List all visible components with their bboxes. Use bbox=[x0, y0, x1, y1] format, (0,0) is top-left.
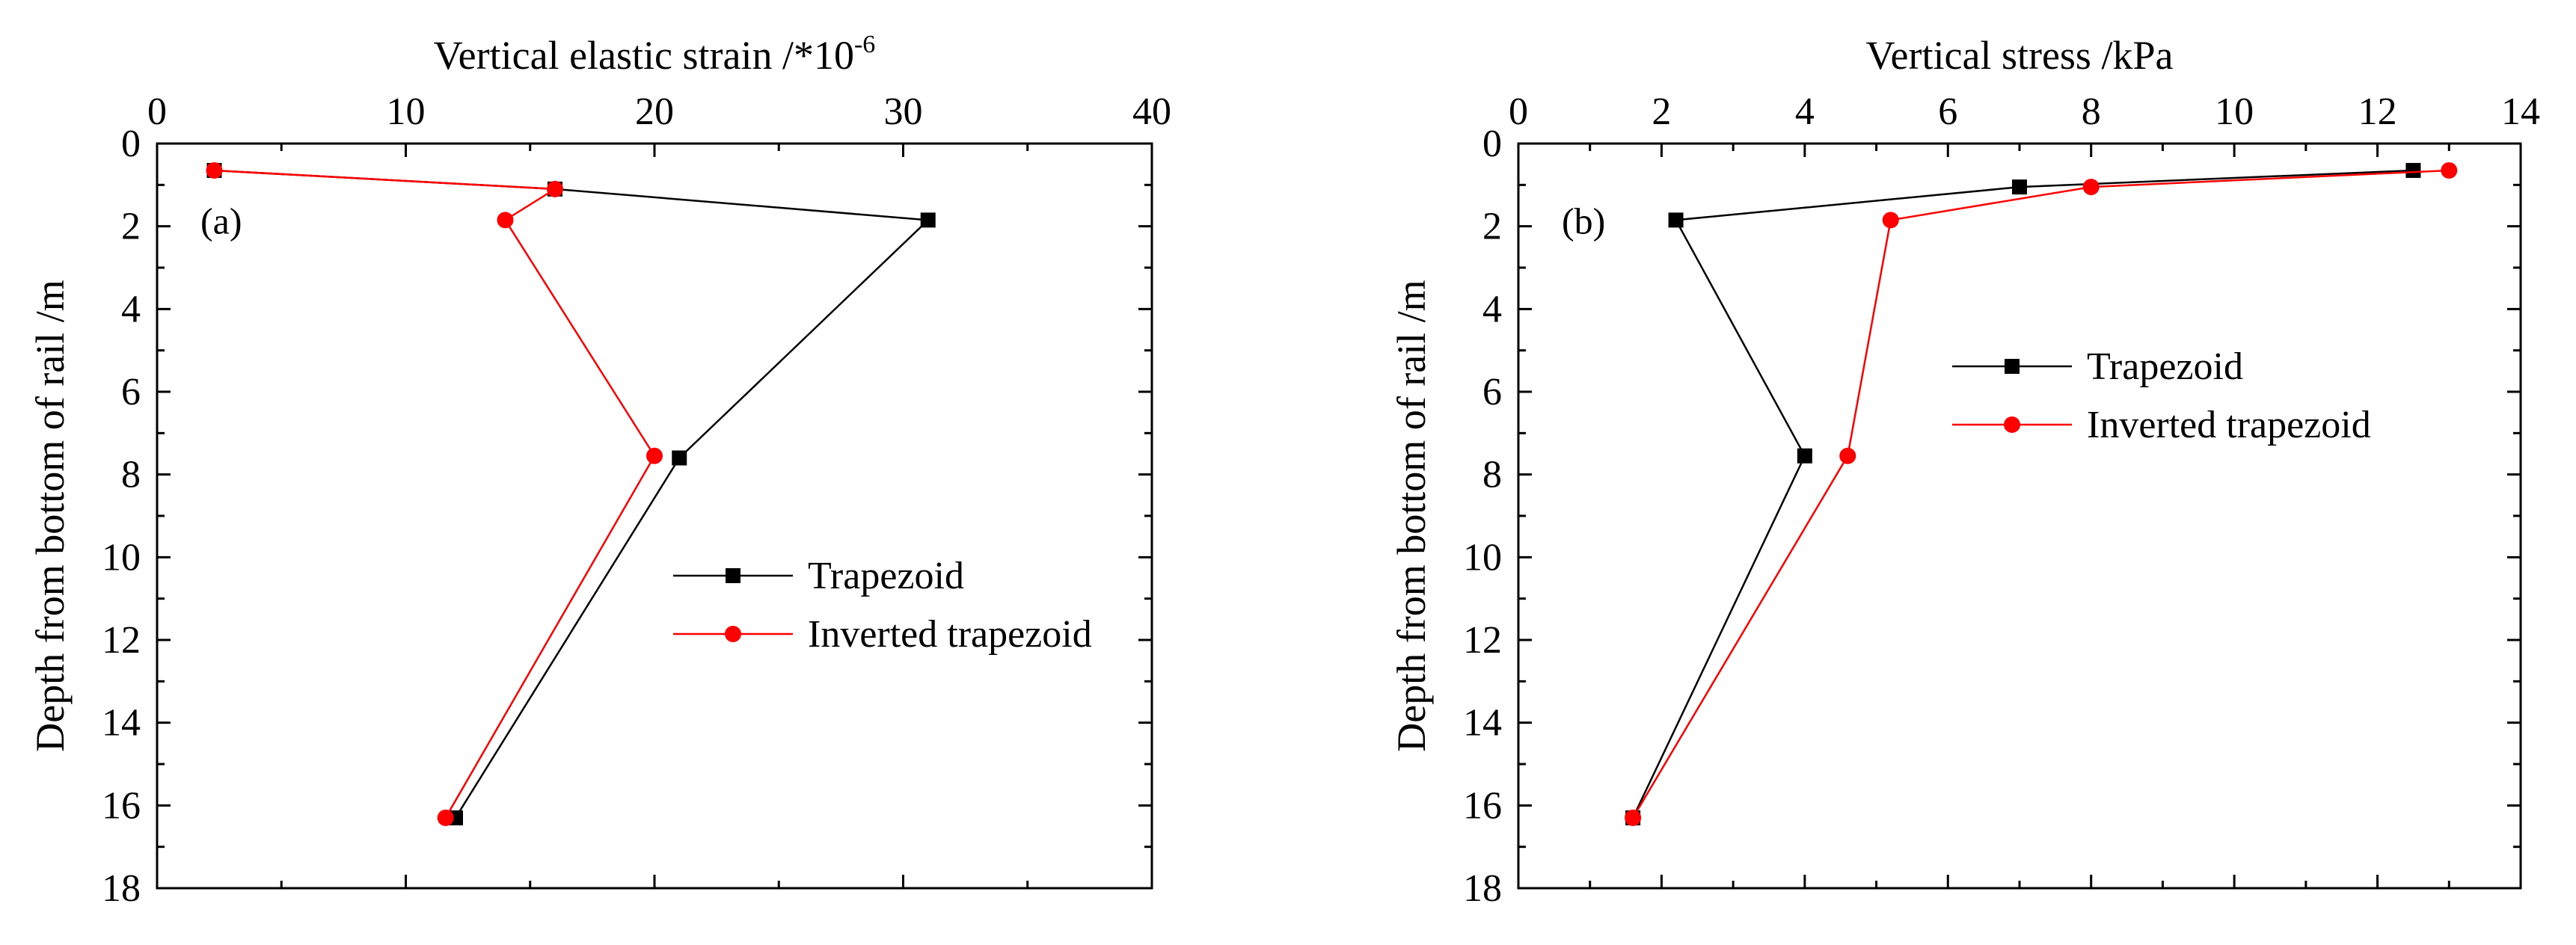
y-tick-label: 18 bbox=[102, 867, 141, 910]
data-point bbox=[1882, 212, 1899, 229]
y-tick-label: 12 bbox=[1463, 619, 1502, 662]
x-axis-title: Vertical stress /kPa bbox=[1866, 33, 2174, 78]
x-tick-label: 10 bbox=[387, 90, 426, 133]
y-axis-title: Depth from bottom of rail /m bbox=[28, 280, 73, 751]
plot-frame bbox=[156, 142, 1153, 890]
y-tick-label: 0 bbox=[1482, 123, 1502, 165]
series-inverted-trapezoid bbox=[206, 161, 663, 826]
data-point bbox=[672, 450, 687, 466]
x-tick-label: 40 bbox=[1132, 90, 1171, 133]
y-tick-label: 4 bbox=[121, 288, 141, 330]
data-point bbox=[497, 212, 514, 229]
x-axis-title-superscript: -6 bbox=[854, 31, 875, 58]
data-point bbox=[2082, 179, 2100, 196]
y-tick-label: 6 bbox=[121, 371, 141, 413]
series-trapezoid bbox=[206, 162, 936, 825]
y-tick-label: 16 bbox=[1463, 784, 1502, 827]
y-tick-label: 8 bbox=[121, 454, 141, 496]
data-point bbox=[2441, 161, 2458, 179]
x-tick-label: 20 bbox=[635, 90, 674, 133]
panel-a: 0 10 20 30 40 0 2 4 6 8 10 12 14 16 18 Vertical elastic… bbox=[28, 31, 1171, 910]
legend: Trapezoid Inverted trapezoid bbox=[1952, 345, 2371, 446]
data-point bbox=[1625, 809, 1642, 826]
x-tick-label: 2 bbox=[1652, 90, 1671, 133]
y-tick-label: 18 bbox=[1463, 867, 1502, 910]
y-axis-title: Depth from bottom of rail /m bbox=[1389, 280, 1434, 751]
y-tick-label: 6 bbox=[1482, 371, 1502, 413]
data-point bbox=[1839, 447, 1856, 464]
y-tick-label: 16 bbox=[102, 784, 141, 827]
series-line bbox=[1632, 169, 2450, 819]
data-point bbox=[547, 180, 563, 197]
x-tick-label: 0 bbox=[147, 90, 167, 133]
data-point bbox=[1668, 212, 1684, 228]
y-tick-label: 4 bbox=[1482, 288, 1502, 330]
plot-frame bbox=[1517, 142, 2522, 890]
x-tick-label: 10 bbox=[2215, 90, 2254, 133]
data-point bbox=[920, 212, 936, 228]
data-point bbox=[1797, 448, 1812, 464]
y-tick-label: 14 bbox=[1463, 702, 1502, 745]
data-point bbox=[2012, 179, 2027, 195]
series-inverted-trapezoid bbox=[1625, 161, 2458, 826]
panel-label: (b) bbox=[1562, 200, 1605, 241]
x-tick-label: 6 bbox=[1938, 90, 1957, 133]
y-tick-label: 2 bbox=[121, 206, 141, 248]
legend-marker bbox=[2004, 416, 2020, 433]
y-tick-label: 8 bbox=[1482, 454, 1502, 496]
series-line bbox=[214, 169, 930, 819]
y-tick-label: 10 bbox=[102, 536, 141, 579]
legend-marker bbox=[725, 626, 741, 642]
y-tick-label: 0 bbox=[121, 123, 141, 165]
data-point bbox=[206, 161, 223, 179]
series-trapezoid bbox=[1625, 162, 2421, 825]
legend-label: Inverted trapezoid bbox=[808, 613, 1092, 656]
data-point bbox=[646, 447, 663, 464]
x-tick-label: 30 bbox=[884, 90, 923, 133]
panel-b: 0 2 4 6 8 10 12 14 0 2 4 6 8 10 12 14 16 18 Vertical stres… bbox=[1389, 33, 2540, 910]
y-tick-label: 2 bbox=[1482, 206, 1502, 248]
legend-label: Inverted trapezoid bbox=[2087, 404, 2371, 446]
x-tick-label: 0 bbox=[1509, 90, 1528, 133]
series-line bbox=[1632, 169, 2414, 819]
x-tick-label: 12 bbox=[2358, 90, 2397, 133]
legend-marker bbox=[2005, 359, 2020, 374]
legend-marker bbox=[726, 568, 740, 583]
y-tick-label: 12 bbox=[102, 619, 141, 662]
x-tick-label: 14 bbox=[2501, 90, 2540, 133]
x-tick-label: 8 bbox=[2082, 90, 2101, 133]
x-tick-label: 4 bbox=[1795, 90, 1815, 133]
y-tick-label: 14 bbox=[102, 702, 141, 745]
y-tick-label: 10 bbox=[1463, 536, 1502, 579]
legend-label: Trapezoid bbox=[2087, 345, 2243, 388]
legend: Trapezoid Inverted trapezoid bbox=[673, 555, 1092, 656]
data-point bbox=[2405, 162, 2421, 178]
data-point bbox=[437, 809, 454, 826]
x-axis-title: Vertical elastic strain /*10-6 bbox=[434, 31, 876, 78]
panel-label: (a) bbox=[200, 200, 242, 241]
series-line bbox=[214, 169, 656, 819]
legend-label: Trapezoid bbox=[808, 555, 964, 597]
